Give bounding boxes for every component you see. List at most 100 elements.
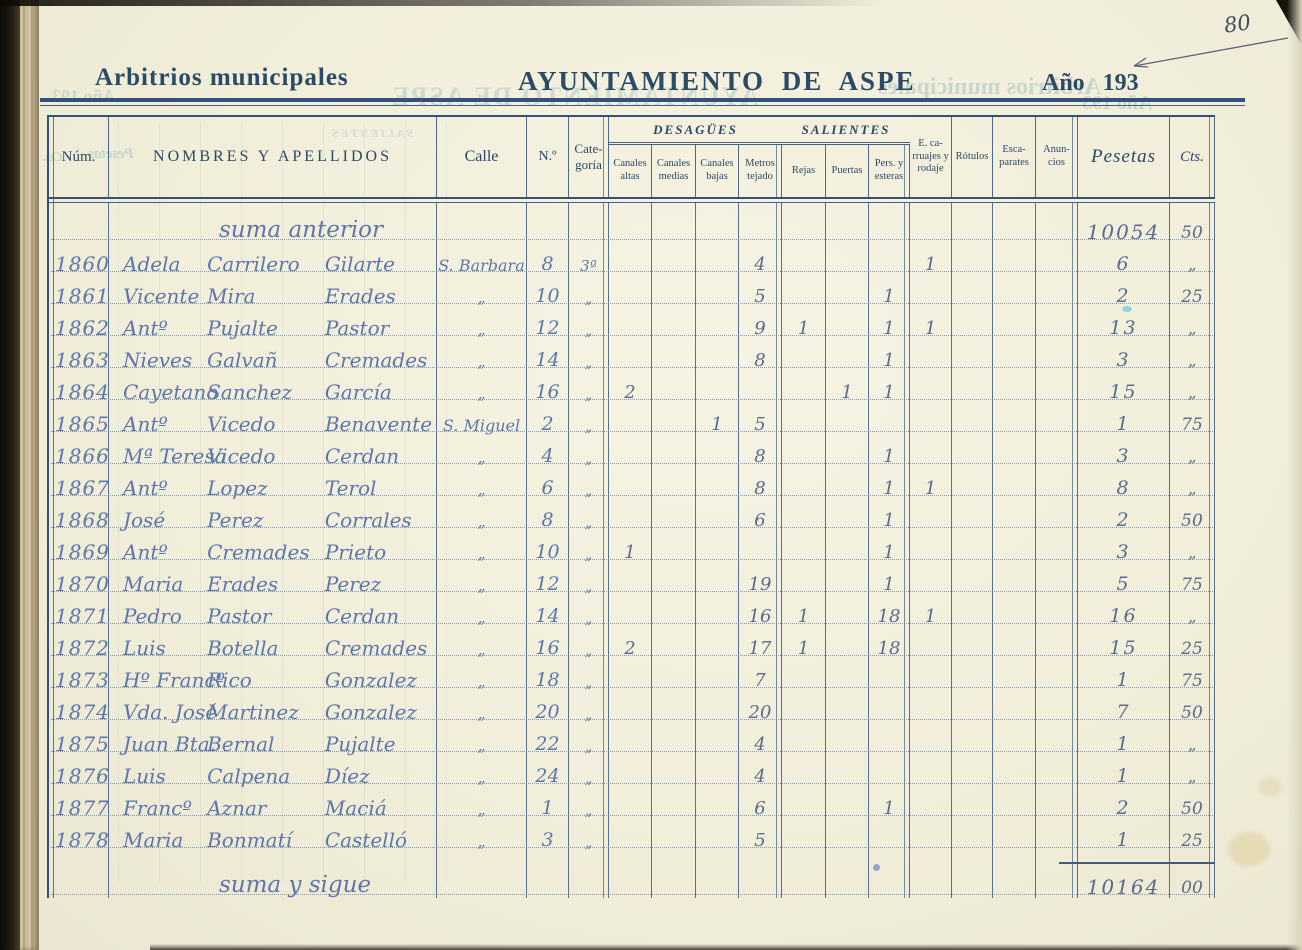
cell-re xyxy=(782,851,826,898)
cell-mt: 8 xyxy=(739,339,782,371)
cell-cat: „ xyxy=(569,371,609,403)
cell-cat: „ xyxy=(569,755,609,787)
cell-pts: 6 xyxy=(1078,243,1170,275)
col-header-canales-altas: Canales altas xyxy=(609,145,652,197)
cell-cat: „ xyxy=(569,403,609,435)
cell-cb xyxy=(696,243,739,275)
cell-num: 1876 xyxy=(49,755,109,787)
cell-ec: 1 xyxy=(910,243,952,275)
table-body: suma anterior 10054 50 1860 Adela Carrilero Gi… xyxy=(49,203,1215,898)
surname-1: Rico xyxy=(207,668,252,692)
page-right-edge xyxy=(1287,0,1302,950)
cell-an xyxy=(1036,499,1078,531)
cell-pts: 10054 xyxy=(1078,203,1170,243)
cell-mt xyxy=(739,371,782,403)
cell-ca xyxy=(609,659,652,691)
cell-re xyxy=(782,723,826,755)
cell-ca xyxy=(609,755,652,787)
cell-cm xyxy=(652,203,696,243)
cell-re: 1 xyxy=(782,627,826,659)
cell-pts: 5 xyxy=(1078,563,1170,595)
cell-pe: 1 xyxy=(869,339,910,371)
cell-cat xyxy=(569,203,609,243)
table-row: 1864 Cayetano Sanchez García „ 16 „ 2 1 1 15 „ xyxy=(49,371,1215,403)
cell-mt: 9 xyxy=(739,307,782,339)
cell-casa: 10 xyxy=(527,531,569,563)
cell-cb xyxy=(696,755,739,787)
cell-ec xyxy=(910,787,952,819)
cell-cm xyxy=(652,595,696,627)
col-header-rotulos: Rótulos xyxy=(952,117,993,197)
cell-casa: 8 xyxy=(527,243,569,275)
name-cell: Hº Francº Rico Gonzalez xyxy=(109,659,437,691)
cell-pe: 1 xyxy=(869,275,910,307)
cell-re xyxy=(782,659,826,691)
cell-cat: „ xyxy=(569,435,609,467)
cell-pu xyxy=(826,595,869,627)
surname-2: Benavente xyxy=(324,412,433,436)
cell-pu xyxy=(826,243,869,275)
cell-num: 1863 xyxy=(49,339,109,371)
cell-es xyxy=(993,467,1036,499)
cell-ro xyxy=(952,435,993,467)
cell-cat: „ xyxy=(569,563,609,595)
cell-num: 1873 xyxy=(49,659,109,691)
cell-cb xyxy=(696,563,739,595)
cell-pe xyxy=(869,203,910,243)
cell-pts: 7 xyxy=(1078,691,1170,723)
cell-pu xyxy=(826,499,869,531)
cell-cm xyxy=(652,787,696,819)
cell-pe: 1 xyxy=(869,467,910,499)
table-row: 1868 José Perez Corrales „ 8 „ 6 1 2 50 xyxy=(49,499,1215,531)
cell-an xyxy=(1036,691,1078,723)
table-row: 1861 Vicente Mira Erades „ 10 „ 5 1 2 25 xyxy=(49,275,1215,307)
cell-es xyxy=(993,851,1036,898)
cell-an xyxy=(1036,531,1078,563)
cell-casa: 2 xyxy=(527,403,569,435)
cell-re xyxy=(782,371,826,403)
desagues-subheaders: Canales altas Canales medias Canales baj… xyxy=(609,145,782,197)
given-name: Pedro xyxy=(123,604,182,628)
cell-ec: 1 xyxy=(910,307,952,339)
cell-es xyxy=(993,787,1036,819)
cell-es xyxy=(993,499,1036,531)
cell-cts: 50 xyxy=(1170,203,1215,243)
cell-cm xyxy=(652,275,696,307)
cell-cb xyxy=(696,499,739,531)
cell-cb xyxy=(696,851,739,898)
cell-an xyxy=(1036,627,1078,659)
cell-an xyxy=(1036,851,1078,898)
cell-re xyxy=(782,531,826,563)
cell-cb xyxy=(696,203,739,243)
summary-row: suma y sigue 10164 00 xyxy=(49,851,1215,898)
table-header-row: Núm. NOMBRES Y APELLIDOS Calle N.º Cate-… xyxy=(49,115,1215,199)
cell-cm xyxy=(652,371,696,403)
cell-num: 1875 xyxy=(49,723,109,755)
cell-ec xyxy=(910,371,952,403)
table-row: 1870 Maria Erades Perez „ 12 „ 19 1 5 75 xyxy=(49,563,1215,595)
cell-re: 1 xyxy=(782,307,826,339)
name-cell: Nieves Galvañ Cremades xyxy=(109,339,437,371)
cell-ca: 2 xyxy=(609,627,652,659)
table-row: 1872 Luis Botella Cremades „ 16 „ 2 17 1 18 15 25 xyxy=(49,627,1215,659)
cell-cm xyxy=(652,755,696,787)
cell-mt: 8 xyxy=(739,435,782,467)
table-row: 1875 Juan Bta. Bernal Pujalte „ 22 „ 4 1 „ xyxy=(49,723,1215,755)
cell-num xyxy=(49,851,109,898)
name-cell: Juan Bta. Bernal Pujalte xyxy=(109,723,437,755)
cell-an xyxy=(1036,659,1078,691)
cell-cts: „ xyxy=(1170,595,1215,627)
name-cell: Vicente Mira Erades xyxy=(109,275,437,307)
cell-num xyxy=(49,203,109,243)
surname-2: Cerdan xyxy=(324,604,400,628)
cell-ro xyxy=(952,563,993,595)
cell-an xyxy=(1036,819,1078,851)
cell-es xyxy=(993,243,1036,275)
cell-pu xyxy=(826,723,869,755)
cell-casa: 4 xyxy=(527,435,569,467)
cell-mt xyxy=(739,203,782,243)
page-title-center: AYUNTAMIENTO DE ASPE xyxy=(518,66,916,96)
summary-row: suma anterior 10054 50 xyxy=(49,203,1215,243)
cell-ro xyxy=(952,371,993,403)
surname-1: Pujalte xyxy=(207,316,278,340)
